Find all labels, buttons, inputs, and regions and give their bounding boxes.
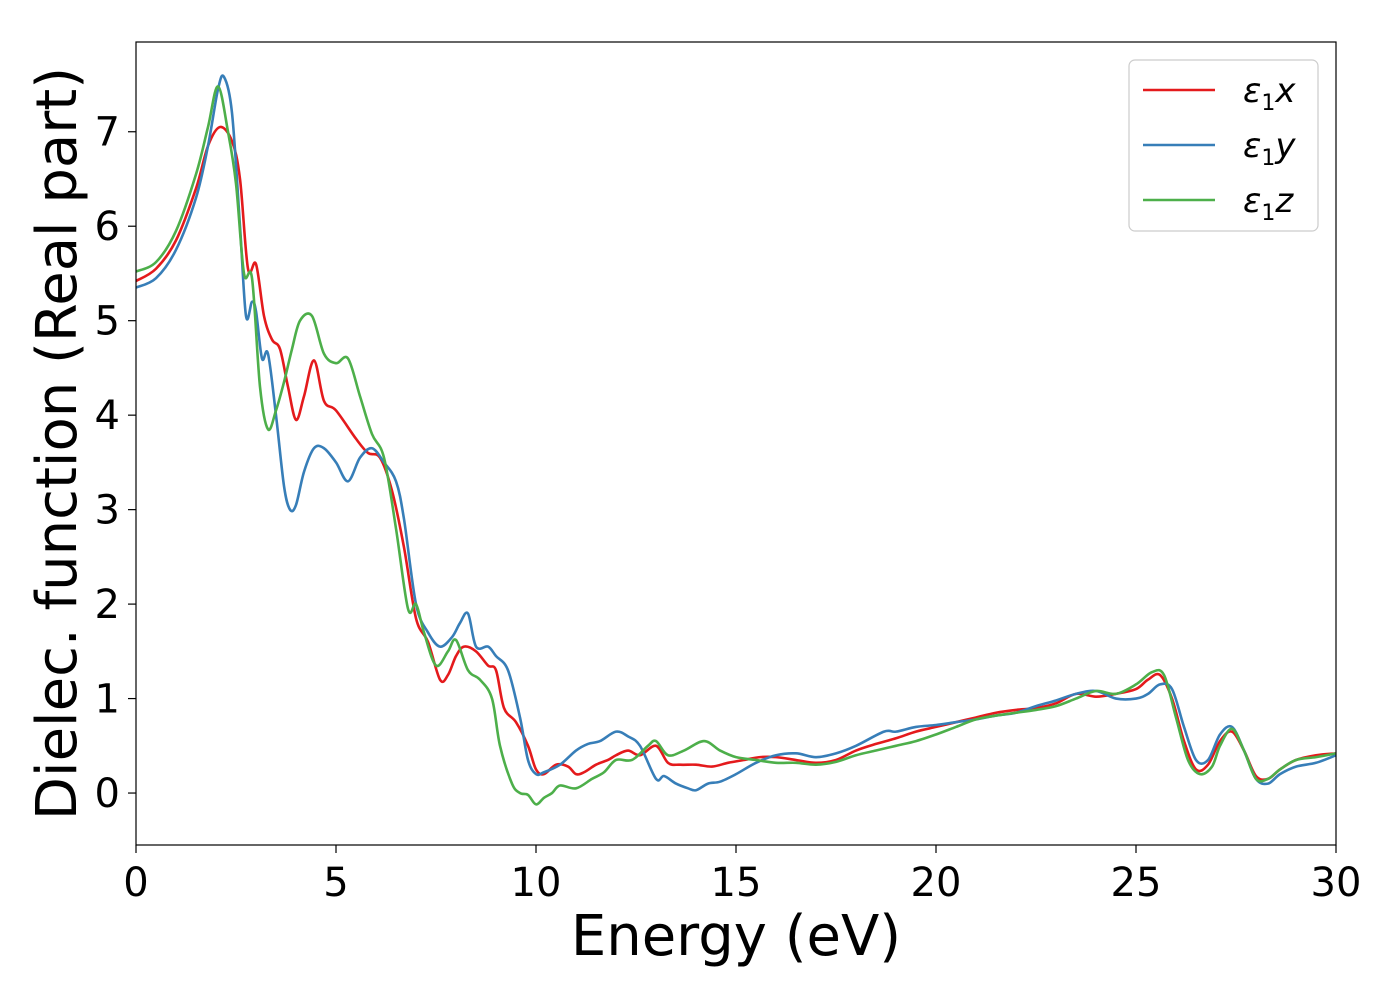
y-tick-label: 2 (95, 582, 120, 628)
y-tick-label: 4 (95, 393, 120, 439)
legend-item-y: ε1y (1143, 126, 1296, 171)
legend-label: ε1x (1243, 71, 1296, 116)
x-axis-ticks: 0 5 10 15 20 25 30 (123, 845, 1361, 906)
x-tick-label: 10 (511, 860, 562, 906)
legend-label: ε1z (1243, 181, 1294, 226)
y-tick-label: 5 (95, 299, 120, 345)
legend-label: ε1y (1243, 126, 1296, 171)
y-axis-title: Dielec. function (Real part) (25, 67, 90, 820)
y-tick-label: 1 (95, 677, 120, 723)
legend-item-x: ε1x (1143, 71, 1296, 116)
y-tick-label: 6 (95, 204, 120, 250)
y-axis-ticks: 0 1 2 3 4 5 6 7 (95, 110, 136, 817)
series-line-x (136, 125, 1336, 782)
x-tick-label: 0 (123, 860, 148, 906)
y-tick-label: 3 (95, 488, 120, 534)
x-tick-label: 20 (911, 860, 962, 906)
legend-item-z: ε1z (1143, 181, 1294, 226)
legend: ε1x ε1y ε1z (1128, 59, 1319, 232)
series-line-y (136, 74, 1336, 792)
x-tick-label: 5 (323, 860, 348, 906)
y-tick-label: 7 (95, 110, 120, 156)
x-tick-label: 30 (1311, 860, 1362, 906)
x-tick-label: 15 (711, 860, 762, 906)
series-line-z (136, 85, 1336, 806)
y-tick-label: 0 (95, 771, 120, 817)
legend-box (1128, 59, 1319, 232)
x-axis-title: Energy (eV) (571, 904, 901, 969)
series-lines (136, 74, 1336, 806)
x-tick-label: 25 (1111, 860, 1162, 906)
